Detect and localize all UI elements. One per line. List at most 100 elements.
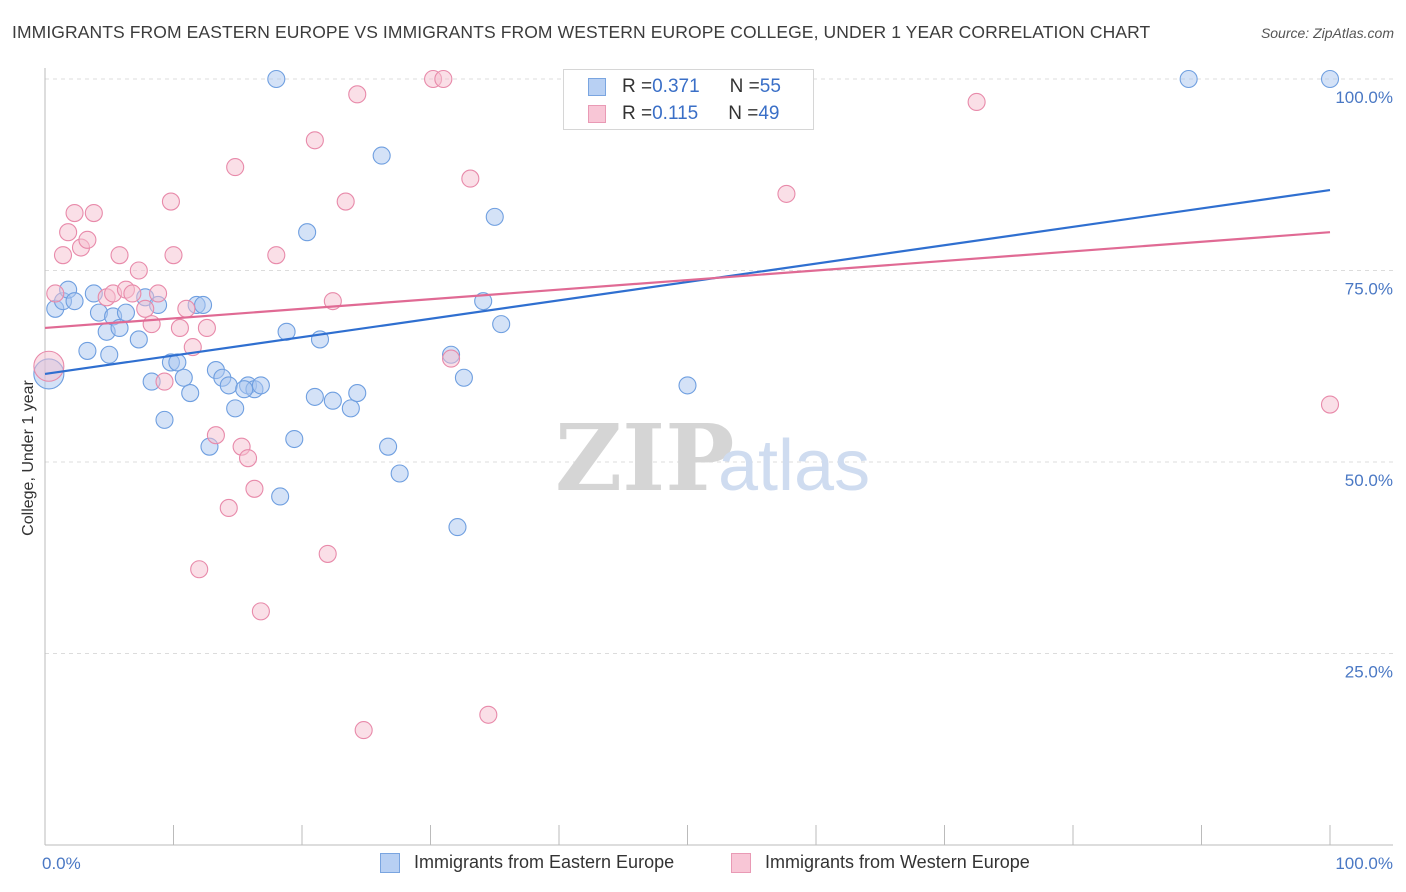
western-legend-swatch: [731, 852, 751, 873]
western-point: [110, 246, 129, 265]
eastern-point: [678, 376, 697, 395]
eastern-point: [379, 437, 398, 456]
western-point: [197, 318, 216, 338]
western-point: [219, 498, 238, 518]
western-point: [479, 705, 498, 724]
legend-row-eastern: R = 0.371 N = 55: [588, 75, 781, 99]
r-value: 0.371: [652, 76, 700, 97]
western-point: [226, 158, 245, 177]
western-point: [177, 299, 196, 318]
x-tick-label: 0.0%: [42, 854, 81, 873]
eastern-point: [474, 292, 493, 311]
western-point: [155, 372, 174, 391]
series-legend-eastern: Immigrants from Eastern Europe: [380, 852, 674, 873]
western-point: [65, 204, 84, 223]
y-tick-label: 75.0%: [1345, 280, 1393, 299]
western-legend-label: Immigrants from Western Europe: [765, 852, 1030, 872]
y-tick-label: 25.0%: [1345, 663, 1393, 682]
y-tick-label: 50.0%: [1345, 471, 1393, 490]
eastern-trend-line: [44, 188, 1331, 375]
eastern-point: [100, 345, 119, 364]
n-label: N =: [729, 76, 760, 97]
western-point: [348, 85, 367, 104]
eastern-legend-label: Immigrants from Eastern Europe: [414, 852, 675, 872]
eastern-point: [194, 295, 213, 315]
western-point: [170, 318, 189, 338]
eastern-point: [323, 391, 342, 410]
axes: [44, 68, 1393, 846]
n-label: N =: [728, 103, 759, 124]
western-point: [434, 69, 453, 89]
eastern-point: [116, 303, 136, 322]
western-point: [59, 223, 78, 242]
eastern-point: [1179, 69, 1198, 89]
legend-row-western: R = 0.115 N = 49: [588, 102, 780, 126]
western-point: [53, 246, 73, 265]
eastern-point: [341, 399, 360, 418]
tick-labels: 100.0% 75.0% 50.0% 25.0% 0.0% 100.0%: [42, 88, 1393, 873]
western-point: [442, 349, 461, 368]
eastern-point: [251, 376, 270, 395]
y-tick-label: 100.0%: [1335, 88, 1393, 107]
western-point: [136, 299, 155, 318]
eastern-legend-swatch: [380, 852, 400, 873]
eastern-point: [65, 292, 84, 311]
data-points: [33, 69, 1340, 740]
chart-title: IMMIGRANTS FROM EASTERN EUROPE VS IMMIGR…: [12, 22, 1151, 42]
watermark: ZIP atlas: [555, 404, 870, 512]
western-point: [354, 721, 373, 740]
eastern-point: [181, 384, 200, 403]
eastern-point: [235, 380, 254, 399]
western-point: [206, 426, 225, 445]
western-point: [461, 169, 480, 188]
eastern-point: [492, 315, 511, 334]
y-axis-label: College, Under 1 year: [20, 380, 37, 536]
source-credit: Source: ZipAtlas.com: [1260, 25, 1394, 41]
eastern-swatch: [588, 78, 606, 96]
eastern-point: [485, 207, 504, 226]
stats-legend: R = 0.371 N = 55 R = 0.115 N = 49: [563, 69, 814, 130]
n-value: 49: [758, 103, 780, 124]
series-legend-western: Immigrants from Western Europe: [731, 852, 1030, 873]
western-point: [123, 284, 142, 303]
western-point: [245, 479, 264, 498]
western-point: [164, 246, 183, 265]
eastern-point: [348, 384, 367, 403]
eastern-point: [454, 368, 473, 387]
eastern-point: [271, 487, 290, 506]
western-point: [78, 230, 97, 249]
western-point: [84, 204, 103, 223]
eastern-point: [129, 330, 148, 349]
western-point: [267, 246, 286, 265]
western-point: [777, 184, 796, 203]
western-point: [33, 350, 65, 382]
eastern-point: [155, 410, 174, 429]
western-point: [1320, 395, 1340, 414]
watermark-zip: ZIP: [555, 404, 734, 512]
n-value: 55: [759, 76, 781, 97]
eastern-point: [219, 376, 238, 395]
watermark-atlas: atlas: [718, 426, 870, 506]
eastern-point: [448, 518, 467, 537]
western-point: [190, 560, 209, 579]
eastern-point: [298, 223, 317, 242]
eastern-point: [174, 368, 193, 387]
western-point: [238, 449, 258, 468]
western-point: [251, 602, 270, 621]
r-value: 0.115: [652, 103, 699, 124]
eastern-point: [285, 429, 304, 449]
western-point: [967, 92, 986, 112]
eastern-point: [267, 69, 286, 89]
western-point: [142, 315, 161, 334]
eastern-point: [226, 399, 245, 418]
eastern-point: [305, 387, 324, 406]
grid-lines: [45, 78, 1393, 654]
western-point: [336, 192, 355, 211]
eastern-point: [78, 341, 97, 360]
eastern-point: [1320, 69, 1340, 89]
western-point: [318, 544, 337, 563]
western-point: [129, 261, 148, 280]
trend-lines: [44, 188, 1331, 375]
eastern-point: [390, 464, 409, 483]
eastern-point: [372, 146, 391, 165]
